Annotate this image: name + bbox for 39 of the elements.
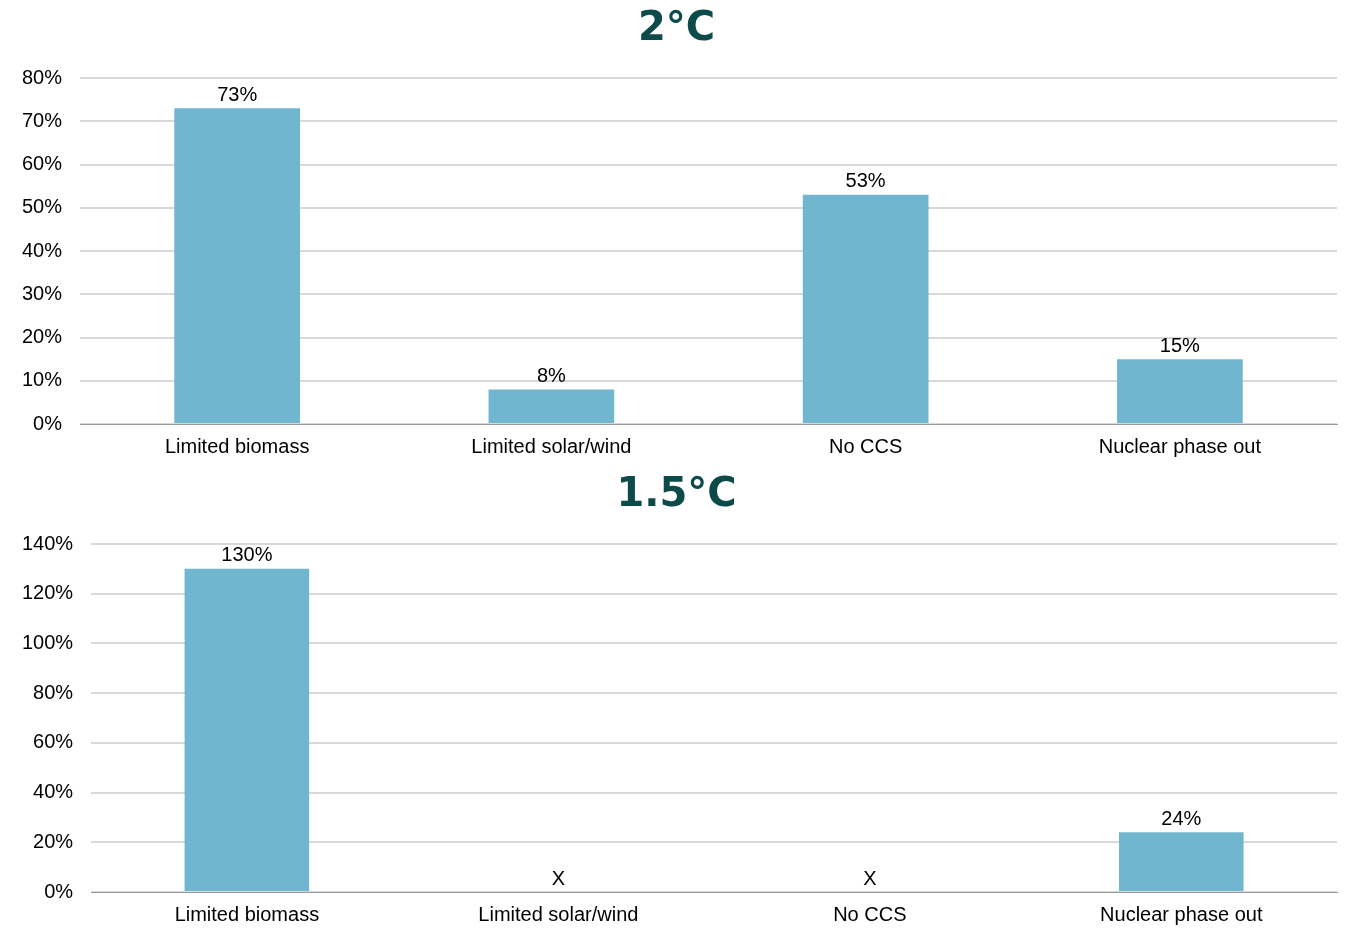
bar (1117, 359, 1243, 423)
y-tick-label: 60% (33, 730, 74, 753)
bar (174, 108, 300, 423)
y-tick-label: 80% (22, 65, 63, 88)
y-tick-label: 70% (22, 108, 63, 131)
x-tick-label: Limited biomass (174, 902, 320, 925)
y-tick-label: 20% (22, 325, 63, 348)
data-label: 8% (536, 363, 567, 386)
data-label: 15% (1159, 333, 1201, 356)
x-tick-label: Limited solar/wind (471, 434, 632, 457)
y-tick-label: 30% (22, 281, 63, 304)
bar (802, 194, 929, 423)
y-tick-label: 50% (22, 195, 63, 218)
y-tick-label: 100% (22, 630, 74, 653)
data-label: 53% (845, 169, 886, 192)
x-tick-label: Limited solar/wind (478, 902, 639, 925)
x-tick-label: Limited biomass (164, 434, 310, 457)
x-tick-label: Nuclear phase out (1100, 902, 1263, 925)
y-tick-label: 80% (33, 680, 74, 703)
data-label: 24% (1161, 806, 1202, 829)
data-label: 73% (217, 82, 258, 105)
y-tick-label: 10% (22, 368, 63, 391)
x-tick-label: Nuclear phase out (1098, 434, 1262, 457)
y-tick-label: 40% (33, 780, 74, 803)
x-tick-label: No CCS (833, 902, 907, 925)
y-tick-label: 40% (22, 238, 63, 261)
y-tick-label: 120% (22, 581, 74, 604)
chart-title: 2°C (636, 2, 717, 49)
y-tick-label: 60% (22, 152, 63, 175)
bar (488, 389, 615, 423)
y-tick-label: 0% (44, 879, 74, 902)
data-label: 130% (221, 543, 273, 566)
y-tick-label: 140% (22, 531, 74, 554)
x-tick-label: No CCS (828, 434, 903, 457)
y-tick-label: 20% (33, 829, 74, 852)
text: X (863, 866, 877, 889)
chart-title: 1.5°C (615, 468, 738, 515)
text: X (551, 866, 566, 889)
y-tick-label: 0% (33, 411, 63, 434)
